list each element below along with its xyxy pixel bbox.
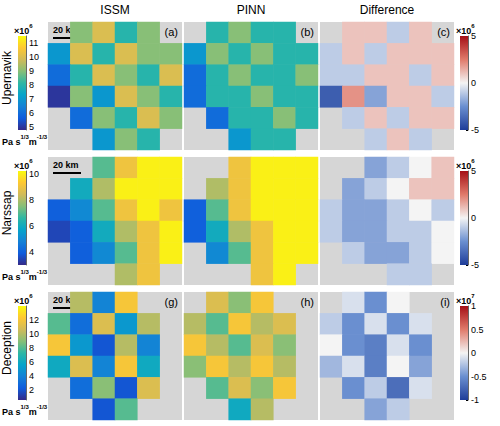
svg-text:8: 8: [29, 343, 34, 353]
svg-text:Pa s: Pa s: [2, 137, 21, 147]
svg-text:6: 6: [29, 221, 34, 231]
svg-text:Upernavik: Upernavik: [0, 50, 14, 105]
svg-text:7: 7: [29, 94, 34, 104]
svg-text:×10: ×10: [456, 26, 471, 36]
svg-text:5: 5: [471, 31, 476, 41]
svg-text:-0.5: -0.5: [471, 372, 487, 382]
svg-text:8: 8: [29, 195, 34, 205]
svg-text:2: 2: [29, 385, 34, 395]
svg-text:-1/3: -1/3: [37, 269, 48, 275]
svg-text:(i): (i): [440, 296, 450, 308]
svg-text:6: 6: [471, 158, 475, 164]
svg-text:0: 0: [471, 78, 476, 88]
svg-text:m: m: [29, 137, 37, 147]
svg-text:m: m: [29, 272, 37, 282]
svg-text:1: 1: [471, 301, 476, 311]
svg-text:7: 7: [471, 293, 475, 299]
svg-text:0: 0: [471, 348, 476, 358]
svg-text:-5: -5: [471, 125, 479, 135]
svg-text:4: 4: [29, 247, 34, 257]
svg-text:10: 10: [29, 329, 39, 339]
svg-text:-1: -1: [471, 395, 479, 405]
svg-text:-1/3: -1/3: [37, 134, 48, 140]
svg-text:1/3: 1/3: [20, 404, 29, 410]
svg-text:10: 10: [29, 169, 39, 179]
svg-text:20 km: 20 km: [53, 24, 79, 35]
svg-text:6: 6: [29, 158, 33, 164]
svg-text:11: 11: [29, 38, 38, 48]
svg-text:Pa s: Pa s: [2, 272, 21, 282]
svg-text:1/3: 1/3: [20, 134, 29, 140]
svg-text:5: 5: [471, 166, 476, 176]
svg-text:9: 9: [29, 66, 34, 76]
svg-text:8: 8: [29, 80, 34, 90]
svg-text:(h): (h): [301, 296, 314, 308]
svg-text:×10: ×10: [456, 296, 471, 306]
svg-text:×10: ×10: [14, 161, 29, 171]
svg-text:×10: ×10: [456, 161, 471, 171]
svg-text:×10: ×10: [14, 26, 29, 36]
svg-text:6: 6: [471, 23, 475, 29]
svg-text:Narssap: Narssap: [0, 190, 14, 235]
svg-text:-1/3: -1/3: [37, 404, 48, 410]
svg-text:6: 6: [29, 357, 34, 367]
svg-text:20 km: 20 km: [53, 294, 79, 305]
svg-text:Difference: Difference: [360, 3, 415, 17]
svg-text:20 km: 20 km: [53, 160, 79, 170]
svg-text:6: 6: [29, 23, 33, 29]
svg-text:0.5: 0.5: [471, 325, 484, 335]
svg-text:×10: ×10: [14, 296, 29, 306]
svg-text:12: 12: [29, 315, 39, 325]
svg-text:Pa s: Pa s: [2, 407, 21, 417]
svg-text:6: 6: [29, 293, 33, 299]
svg-text:-5: -5: [471, 260, 479, 270]
svg-text:Deception: Deception: [0, 321, 14, 375]
svg-text:4: 4: [29, 371, 34, 381]
svg-text:5: 5: [29, 122, 34, 132]
svg-text:m: m: [29, 407, 37, 417]
svg-text:ISSM: ISSM: [100, 3, 129, 17]
svg-text:PINN: PINN: [237, 3, 266, 17]
svg-text:(g): (g): [165, 296, 178, 308]
svg-text:(a): (a): [165, 26, 178, 38]
svg-text:(b): (b): [301, 26, 314, 38]
svg-text:1/3: 1/3: [20, 269, 29, 275]
svg-text:(c): (c): [437, 26, 450, 38]
svg-text:6: 6: [29, 108, 34, 118]
svg-text:10: 10: [29, 52, 39, 62]
svg-text:0: 0: [471, 213, 476, 223]
